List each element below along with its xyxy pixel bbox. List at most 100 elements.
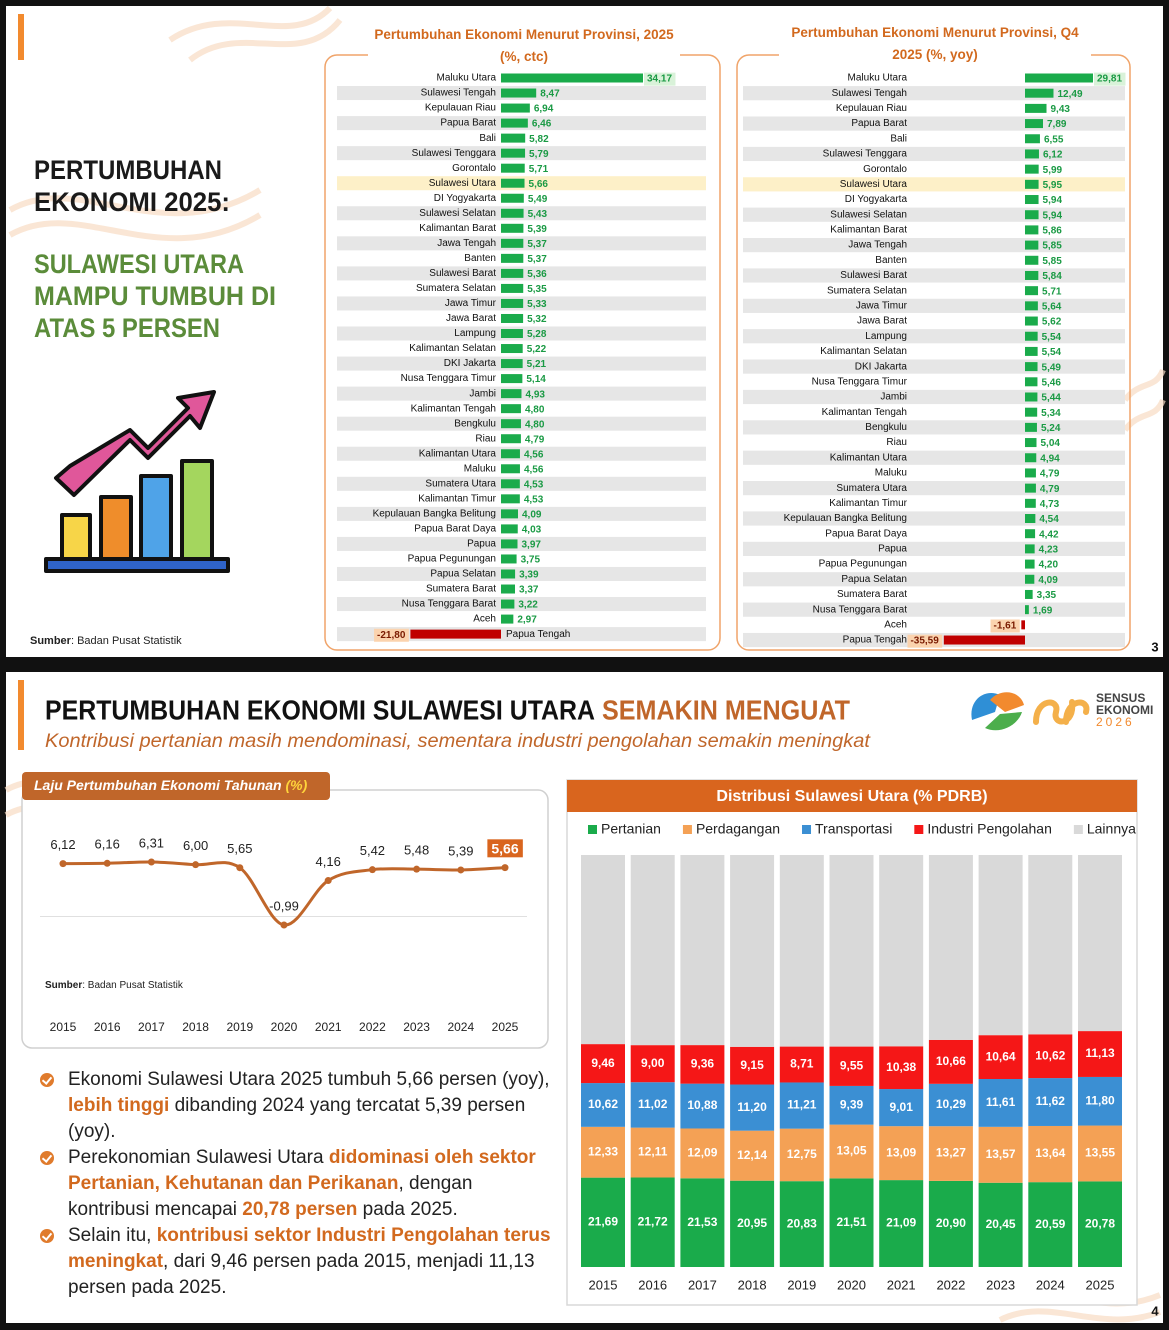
value-label: 9,43: [1051, 104, 1071, 115]
heading-line: PERTUMBUHAN: [34, 155, 222, 185]
category-label: Sulawesi Selatan: [419, 208, 496, 219]
legend-label: Transportasi: [815, 821, 892, 837]
value-label: 4,79: [525, 434, 545, 445]
source-text: : Badan Pusat Statistik: [82, 980, 184, 991]
value-label: 4,09: [1038, 575, 1058, 586]
bar-segment: [630, 855, 675, 1046]
category-label: Maluku Utara: [848, 73, 908, 84]
category-label: Papua Selatan: [841, 574, 907, 585]
category-label: Jawa Tengah: [848, 240, 907, 251]
category-label: Sulawesi Barat: [429, 268, 496, 279]
point: [457, 866, 465, 874]
bar: [1025, 316, 1038, 326]
value-label: 20,90: [936, 1216, 966, 1230]
value-label: 4,16: [316, 854, 341, 869]
point: [59, 860, 67, 868]
bar-segment: [680, 1128, 725, 1179]
bar-segment: [978, 1126, 1023, 1183]
category-label: Papua Selatan: [430, 569, 496, 580]
subheading-line: SULAWESI UTARA: [34, 249, 244, 279]
logo-text: 2026: [1096, 715, 1135, 729]
point: [280, 921, 288, 929]
bar-segment: [581, 1177, 625, 1267]
slide-title: PERTUMBUHAN EKONOMI SULAWESI UTARA: [45, 694, 595, 725]
legend-swatch: [682, 825, 692, 834]
bar: [501, 268, 524, 278]
row-band: [337, 476, 706, 491]
page-number: 3: [1151, 639, 1158, 654]
bar: [1025, 179, 1039, 189]
category-label: Papua Tengah: [843, 635, 907, 646]
source: Sumber: Badan Pusat Statistik: [30, 635, 182, 647]
bullet-list: Ekonomi Sulawesi Utara 2025 tumbuh 5,66 …: [40, 1067, 552, 1301]
value-label: 5,86: [1042, 226, 1062, 237]
value-label: 5,85: [1042, 256, 1062, 267]
legend-swatch: [588, 825, 597, 834]
value-label: 6,31: [139, 835, 164, 850]
bar-segment: [829, 1178, 874, 1267]
category-label: Bali: [479, 133, 496, 144]
row-band: [337, 386, 706, 401]
bar-segment: [730, 1046, 775, 1085]
bar-segment: [581, 1126, 625, 1178]
bar-segment: [779, 1181, 824, 1267]
value-label: 5,85: [1042, 241, 1062, 252]
value-label: 5,21: [527, 359, 547, 370]
logo-text: EKONOMI: [1096, 703, 1153, 717]
value-label: 6,12: [50, 837, 75, 852]
bar-segment: [978, 1079, 1023, 1127]
value-label: 5,94: [1043, 210, 1063, 221]
value-label: 4,94: [1040, 453, 1060, 464]
value-label: 11,02: [638, 1097, 668, 1111]
value-label: 5,36: [527, 269, 547, 280]
x-tick-label: 2021: [887, 1277, 916, 1292]
category-label: Maluku: [464, 463, 496, 474]
bar: [501, 554, 517, 564]
value-label: 5,37: [527, 239, 547, 250]
label-box: [487, 839, 523, 858]
logo: SENSUS EKONOMI 2026: [971, 691, 1153, 731]
row-band: [743, 177, 1125, 192]
row-band: [743, 237, 1125, 253]
row-band: [743, 481, 1125, 496]
value-label: 5,62: [1042, 317, 1062, 328]
x-tick-label: 2022: [936, 1277, 965, 1292]
bar-segment: [680, 1083, 725, 1129]
bar: [1025, 377, 1038, 387]
value-label: 13,09: [886, 1145, 916, 1159]
chart-title-text: Laju Pertumbuhan Ekonomi Tahunan: [34, 777, 282, 793]
bullet-text: pada 2025.: [357, 1199, 458, 1220]
bar: [501, 404, 521, 414]
category-label: Maluku: [875, 468, 907, 479]
bar: [1025, 134, 1040, 144]
row-band: [743, 572, 1125, 587]
category-label: DKI Jakarta: [444, 358, 497, 369]
category-label: Aceh: [884, 619, 907, 630]
label-box: [990, 619, 1020, 633]
bar: [1025, 589, 1033, 599]
source: Sumber: Badan Pusat Statistik: [45, 980, 184, 991]
value-label: 10,62: [1035, 1048, 1065, 1062]
bar: [501, 524, 518, 534]
bar-segment: [779, 855, 824, 1047]
value-label: 5,71: [529, 164, 549, 175]
row-band: [337, 597, 706, 612]
value-label: 11,13: [1085, 1046, 1115, 1060]
value-label: 4,93: [525, 389, 545, 400]
value-label: 20,78: [1085, 1216, 1115, 1230]
value-label: 4,53: [524, 479, 544, 490]
value-label: 12,33: [588, 1144, 618, 1158]
category-label: Papua Barat Daya: [414, 524, 496, 535]
bar: [1025, 346, 1038, 356]
bullet-emphasis: 20,78 persen: [242, 1199, 358, 1220]
legend-label: Pertanian: [601, 821, 661, 837]
row-band: [337, 506, 706, 521]
value-label: 6,00: [183, 838, 208, 853]
value-label: 2,97: [517, 615, 537, 626]
chart-title-box: [567, 780, 1137, 812]
value-label: 5,49: [1042, 362, 1062, 373]
bar: [501, 329, 523, 339]
category-label: Banten: [464, 253, 496, 264]
x-tick-label: 2020: [837, 1277, 866, 1292]
bullet-emphasis: didominasi oleh sektor Pertanian, Kehuta…: [68, 1147, 536, 1194]
